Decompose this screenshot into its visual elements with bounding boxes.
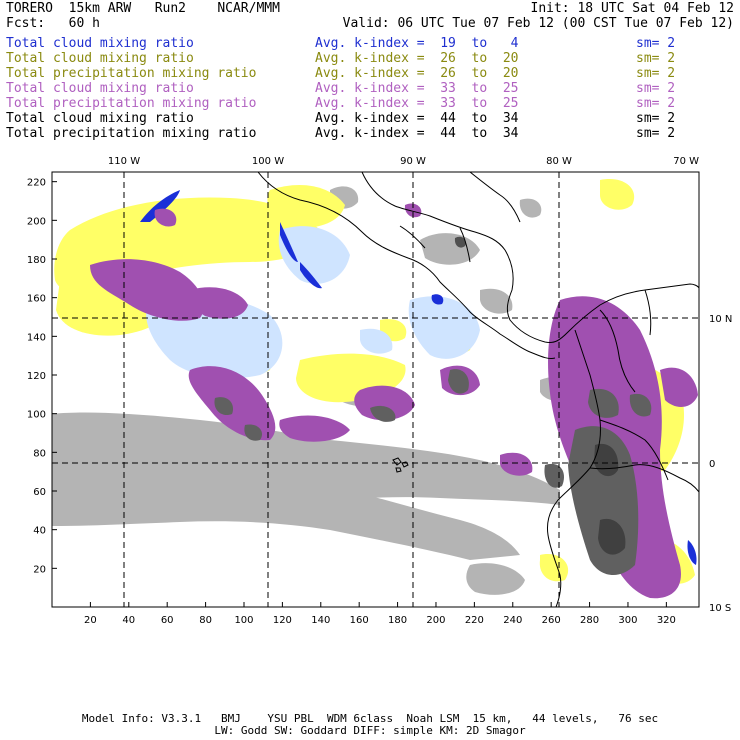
coastlines [257,172,699,607]
legend-field: Total cloud mixing ratio [6,36,194,51]
plot-frame [51,171,700,608]
bottom-tick-label: 20 [84,615,97,626]
legend-field: Total cloud mixing ratio [6,111,194,126]
top-lon-label: 80 W [546,156,572,167]
bottom-tick-label: 80 [199,615,212,626]
bottom-tick-label: 200 [426,615,445,626]
border-1 [599,419,669,481]
legend-smoothing: sm= 2 [636,66,676,81]
left-tick-label: 40 [33,526,46,537]
border-2 [589,464,699,493]
bottom-tick-label: 180 [388,615,407,626]
legend-smoothing: sm= 2 [636,51,676,66]
left-tick-label: 140 [27,332,46,343]
top-lon-label: 70 W [673,156,699,167]
border-4 [644,289,652,336]
coast-mexico-central-america [257,172,556,359]
legend-kindex: Avg. k-index = 33 to 25 [315,96,519,111]
bottom-tick-label: 220 [465,615,484,626]
left-tick-label: 20 [33,564,46,575]
legend-field: Total precipitation mixing ratio [6,96,257,111]
border-5 [399,225,426,249]
top-lon-label: 100 W [252,156,284,167]
legend-kindex: Avg. k-index = 33 to 25 [315,81,519,96]
header-line-1: TORERO 15km ARW Run2 NCAR/MMM Init: 18 U… [6,1,734,16]
right-lat-label: 10 S [709,603,731,614]
right-lat-label: 10 N [709,314,732,325]
axis-ticks: 220 200 180 160 140 120 100 80 60 40 20 20 40 60 80 100… [27,156,732,626]
dark-blue-cloud-streaks [140,190,697,565]
header-line-2: Fcst: 60 h Valid: 06 UTC Tue 07 Feb 12 (… [6,16,734,31]
left-tick-label: 200 [27,216,46,227]
model-info-line-1: Model Info: V3.3.1 BMJ YSU PBL WDM 6clas… [81,712,659,725]
bottom-tick-label: 40 [122,615,135,626]
legend-kindex: Avg. k-index = 44 to 34 [315,111,519,126]
field-layer [52,179,698,599]
legend-smoothing: sm= 2 [636,81,676,96]
run-title: TORERO 15km ARW Run2 NCAR/MMM [6,1,280,16]
left-tick-label: 220 [27,178,46,189]
left-tick-label: 180 [27,255,46,266]
init-time: Init: 18 UTC Sat 04 Feb 12 [530,1,735,16]
top-lon-label: 110 W [108,156,140,167]
bottom-tick-label: 60 [161,615,174,626]
left-tick-label: 100 [27,410,46,421]
left-tick-label: 160 [27,294,46,305]
bottom-tick-label: 320 [657,615,676,626]
top-lon-label: 90 W [400,156,426,167]
coast-yucatan [469,172,521,223]
bottom-tick-label: 280 [580,615,599,626]
bottom-tick-label: 160 [350,615,369,626]
latlon-grid [52,172,699,607]
legend-kindex: Avg. k-index = 26 to 20 [315,66,519,81]
legend-field: Total precipitation mixing ratio [6,66,257,81]
legend-smoothing: sm= 2 [636,96,676,111]
legend-smoothing: sm= 2 [636,111,676,126]
legend-kindex: Avg. k-index = 26 to 20 [315,51,519,66]
legend-field: Total cloud mixing ratio [6,81,194,96]
coast-south-america-west [547,329,601,607]
legend-kindex: Avg. k-index = 44 to 34 [315,126,519,141]
legend-kindex: Avg. k-index = 19 to 4 [315,36,519,51]
left-tick-label: 80 [33,448,46,459]
bottom-tick-label: 100 [234,615,253,626]
legend-smoothing: sm= 2 [636,126,676,141]
border-6 [459,227,471,263]
left-tick-label: 60 [33,487,46,498]
legend-field: Total cloud mixing ratio [6,51,194,66]
forecast-hour: Fcst: 60 h [6,16,100,31]
border-3 [599,309,636,393]
bottom-tick-label: 140 [311,615,330,626]
valid-time: Valid: 06 UTC Tue 07 Feb 12 (00 CST Tue … [342,16,734,31]
legend-field: Total precipitation mixing ratio [6,126,257,141]
left-tick-label: 120 [27,371,46,382]
bottom-tick-label: 240 [503,615,522,626]
bottom-tick-label: 260 [542,615,561,626]
legend-smoothing: sm= 2 [636,36,676,51]
bottom-tick-label: 120 [273,615,292,626]
model-info-line-2: LW: Godd SW: Goddard DIFF: simple KM: 2D… [214,724,526,737]
bottom-tick-label: 300 [618,615,637,626]
right-lat-label: 0 [709,459,715,470]
